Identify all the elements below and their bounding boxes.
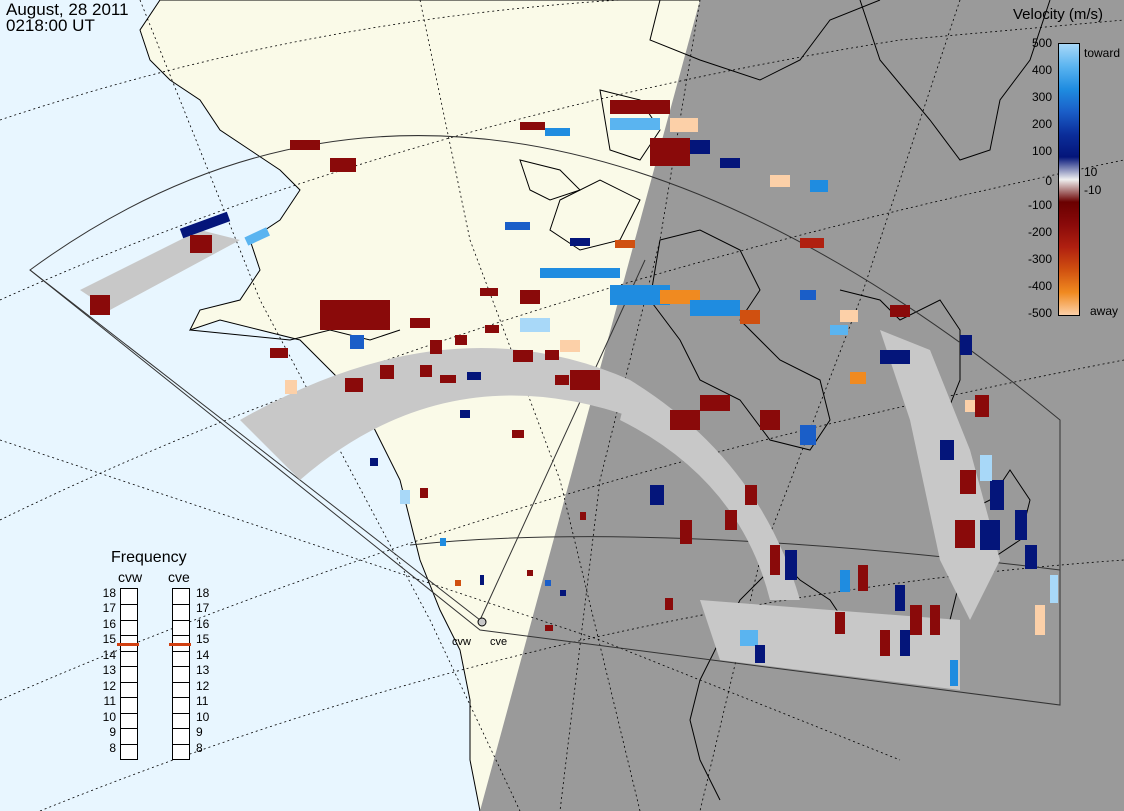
frequency-column-cvw — [120, 588, 138, 760]
frequency-radar-label-cve: cve — [168, 569, 190, 585]
frequency-tick-right: 15 — [196, 632, 210, 647]
frequency-grid-line — [121, 604, 137, 606]
radar-label-cve: cve — [490, 636, 508, 648]
frequency-tick-right: 18 — [196, 586, 210, 600]
frequency-tick-left: 14 — [102, 647, 116, 662]
frequency-grid-line — [173, 743, 189, 745]
frequency-grid-line — [121, 619, 137, 621]
velocity-tick: 10 — [1084, 165, 1098, 179]
frequency-grid-line — [173, 712, 189, 714]
frequency-tick-right: 10 — [196, 709, 210, 724]
frequency-tick-right: 17 — [196, 601, 210, 616]
velocity-tick: -10 — [1084, 183, 1102, 197]
radar-label-cvw: cvw — [452, 636, 471, 648]
frequency-tick-right: 9 — [196, 725, 203, 740]
velocity-tick: 0 — [1045, 174, 1052, 188]
frequency-tick-left: 13 — [102, 663, 116, 678]
velocity-tick: 400 — [1031, 63, 1052, 77]
velocity-tick: -400 — [1027, 279, 1052, 293]
velocity-away-label: away — [1090, 304, 1119, 318]
frequency-tick-right: 14 — [196, 647, 210, 662]
radar-site-marker — [477, 617, 487, 627]
velocity-tick: -300 — [1027, 252, 1052, 266]
frequency-tick-right: 13 — [196, 663, 210, 678]
frequency-grid-line — [173, 635, 189, 637]
frequency-grid-line — [173, 728, 189, 730]
frequency-grid-line — [121, 666, 137, 668]
frequency-grid-line — [121, 681, 137, 683]
velocity-tick: 200 — [1031, 117, 1052, 131]
velocity-tick: 500 — [1031, 36, 1052, 50]
frequency-title: Frequency — [111, 549, 187, 566]
frequency-grid-line — [173, 681, 189, 683]
frequency-grid-line — [173, 650, 189, 652]
frequency-tick-left: 16 — [102, 616, 116, 631]
frequency-tick-left: 18 — [102, 586, 116, 600]
frequency-tick-left: 12 — [102, 678, 116, 693]
velocity-toward-label: toward — [1084, 46, 1121, 60]
velocity-cells — [90, 100, 1058, 686]
frequency-column-cve — [172, 588, 190, 760]
frequency-grid-line — [173, 619, 189, 621]
frequency-tick-left: 11 — [103, 694, 116, 709]
frequency-grid-line — [121, 635, 137, 637]
frequency-tick-left: 9 — [109, 725, 116, 740]
frequency-grid-line — [121, 743, 137, 745]
velocity-tick: -500 — [1027, 306, 1052, 320]
velocity-tick: 100 — [1031, 144, 1052, 158]
frequency-grid-line — [121, 712, 137, 714]
map-time: 0218:00 UT — [6, 16, 95, 35]
velocity-tick: -200 — [1027, 225, 1052, 239]
frequency-selected-marker — [117, 643, 139, 647]
frequency-tick-left: 8 — [109, 740, 116, 755]
velocity-tick: 300 — [1031, 90, 1052, 104]
velocity-colorbar — [1058, 43, 1080, 316]
ground-scatter — [80, 230, 1000, 690]
frequency-grid-line — [173, 666, 189, 668]
velocity-scale-title: Velocity (m/s) — [1013, 6, 1104, 23]
frequency-tick-right: 16 — [196, 616, 210, 631]
frequency-tick-left: 15 — [102, 632, 116, 647]
frequency-grid-line — [173, 697, 189, 699]
frequency-grid-line — [121, 650, 137, 652]
velocity-tick: -100 — [1027, 198, 1052, 212]
frequency-tick-left: 17 — [102, 601, 116, 616]
frequency-grid-line — [121, 697, 137, 699]
frequency-tick-left: 10 — [102, 709, 116, 724]
frequency-tick-right: 11 — [196, 694, 209, 709]
night-shade — [480, 0, 1124, 811]
frequency-selected-marker — [169, 643, 191, 647]
frequency-tick-right: 12 — [196, 678, 210, 693]
frequency-grid-line — [173, 604, 189, 606]
frequency-tick-right: 8 — [196, 740, 203, 755]
frequency-grid-line — [121, 728, 137, 730]
frequency-radar-label-cvw: cvw — [118, 569, 143, 585]
map-date: August, 28 2011 — [6, 0, 129, 19]
